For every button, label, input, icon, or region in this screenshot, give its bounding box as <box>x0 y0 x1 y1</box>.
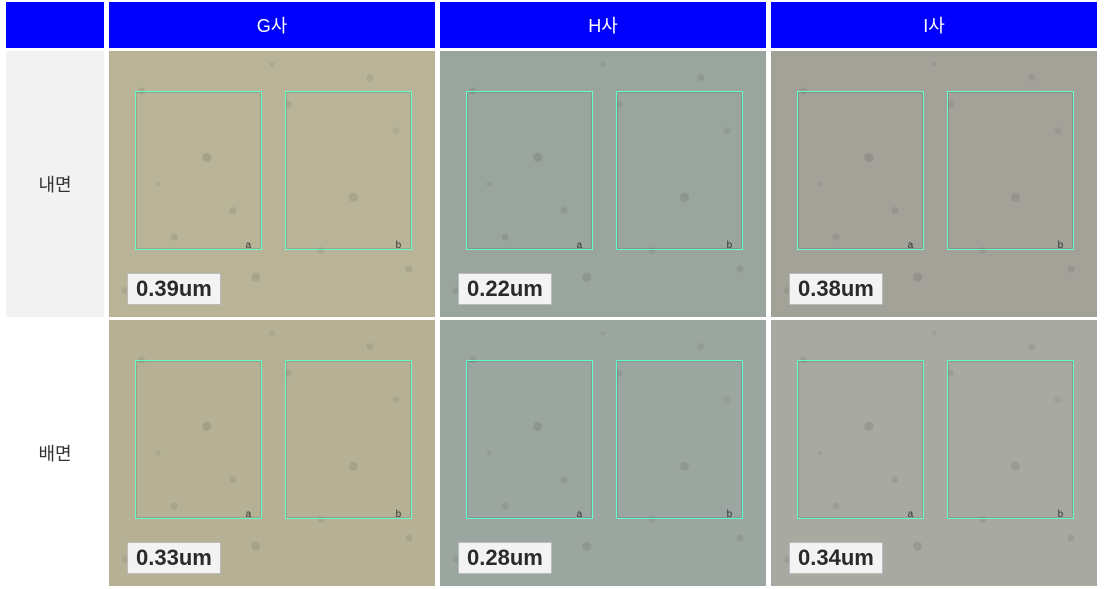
roi-label: a <box>908 240 914 251</box>
roi-label: a <box>246 509 252 520</box>
roi-label: b <box>1058 240 1064 251</box>
sample-image-r0-c0: a b 0.39um <box>109 51 440 320</box>
row-header-0: 내면 <box>6 51 109 320</box>
sample-image-r1-c2: a b 0.34um <box>771 320 1102 589</box>
measurement-label: 0.33um <box>127 542 221 574</box>
comparison-table: G사 H사 I사 내면 a b 0.39um a b 0.22um a b 0.… <box>5 0 1101 589</box>
roi-box-b: b <box>947 91 1074 251</box>
sample-image-r1-c0: a b 0.33um <box>109 320 440 589</box>
roi-box-b: b <box>285 360 412 520</box>
measurement-label: 0.28um <box>458 542 552 574</box>
sample-image-r0-c2: a b 0.38um <box>771 51 1102 320</box>
roi-label: a <box>908 509 914 520</box>
measurement-label: 0.38um <box>789 273 883 305</box>
roi-box-a: a <box>135 360 262 520</box>
roi-label: b <box>727 509 733 520</box>
col-header-2: I사 <box>771 2 1102 51</box>
roi-box-b: b <box>616 360 743 520</box>
row-header-label: 배면 <box>38 440 71 466</box>
col-header-1: H사 <box>440 2 771 51</box>
roi-label: b <box>727 240 733 251</box>
sample-image-r1-c1: a b 0.28um <box>440 320 771 589</box>
col-header-label: I사 <box>923 12 945 38</box>
roi-label: a <box>246 240 252 251</box>
roi-box-a: a <box>797 360 924 520</box>
col-header-0: G사 <box>109 2 440 51</box>
roi-box-a: a <box>797 91 924 251</box>
roi-box-a: a <box>135 91 262 251</box>
roi-label: b <box>1058 509 1064 520</box>
col-header-label: H사 <box>588 12 618 38</box>
roi-label: a <box>577 240 583 251</box>
roi-box-b: b <box>285 91 412 251</box>
measurement-label: 0.34um <box>789 542 883 574</box>
roi-label: b <box>396 509 402 520</box>
measurement-label: 0.39um <box>127 273 221 305</box>
roi-label: b <box>396 240 402 251</box>
roi-box-b: b <box>616 91 743 251</box>
row-header-label: 내면 <box>38 171 71 197</box>
roi-box-a: a <box>466 91 593 251</box>
corner-cell <box>6 2 109 51</box>
roi-box-b: b <box>947 360 1074 520</box>
col-header-label: G사 <box>257 12 288 38</box>
row-header-1: 배면 <box>6 320 109 589</box>
roi-box-a: a <box>466 360 593 520</box>
sample-image-r0-c1: a b 0.22um <box>440 51 771 320</box>
roi-label: a <box>577 509 583 520</box>
measurement-label: 0.22um <box>458 273 552 305</box>
